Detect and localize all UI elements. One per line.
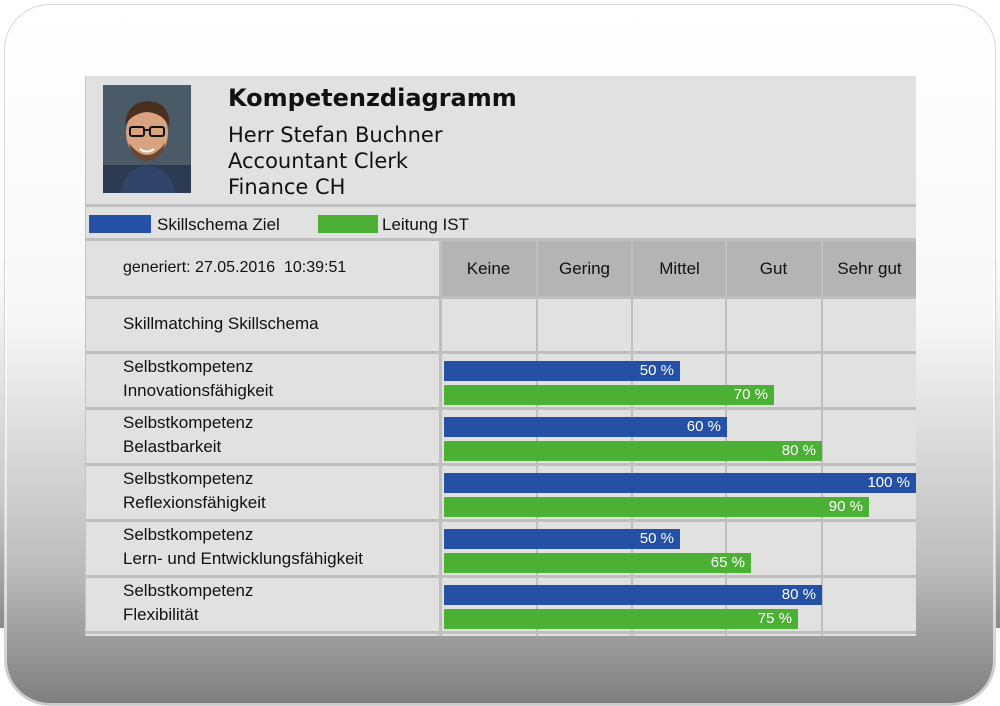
row-label-category: Selbstkompetenz bbox=[123, 469, 254, 488]
profile-photo bbox=[103, 85, 191, 193]
scale-header bbox=[441, 241, 916, 297]
grid-line bbox=[439, 241, 442, 636]
row-label: Selbstkompetenz Belastbarkeit bbox=[123, 411, 253, 459]
divider bbox=[86, 631, 916, 634]
person-role: Accountant Clerk bbox=[228, 149, 409, 173]
row-label: Selbstkompetenz Innovationsfähigkeit bbox=[123, 355, 273, 403]
bar-value-label: 75 % bbox=[757, 610, 792, 627]
bar-value-label: 100 % bbox=[867, 474, 910, 491]
bar-value-label: 65 % bbox=[710, 554, 745, 571]
divider bbox=[86, 463, 916, 466]
grid-line bbox=[821, 241, 823, 636]
legend-swatch-ist bbox=[318, 215, 378, 233]
row-label-skill: Belastbarkeit bbox=[123, 437, 222, 456]
row-label-category: Selbstkompetenz bbox=[123, 357, 254, 376]
legend-swatch-ziel bbox=[89, 215, 151, 233]
row-label-skill: Innovationsfähigkeit bbox=[123, 381, 274, 400]
grid-line bbox=[536, 241, 538, 636]
grid-line bbox=[725, 241, 727, 636]
scale-label-gering: Gering bbox=[558, 259, 611, 278]
legend-label-ist: Leitung IST bbox=[382, 215, 469, 234]
scale-label-gut: Gut bbox=[759, 259, 788, 278]
row-label: Selbstkompetenz Lern- und Entwicklungsfäh… bbox=[123, 523, 363, 571]
scale-label-sehr-gut: Sehr gut bbox=[837, 259, 902, 278]
row-label-category: Selbstkompetenz bbox=[123, 525, 254, 544]
row-label: Selbstkompetenz Flexibilität bbox=[123, 579, 253, 627]
scale-label-keine: Keine bbox=[466, 259, 511, 278]
bar-ist: 70 % bbox=[444, 385, 774, 405]
bar-value-label: 90 % bbox=[828, 498, 863, 515]
bar-value-label: 70 % bbox=[733, 386, 768, 403]
row-label: Selbstkompetenz Reflexionsfähigkeit bbox=[123, 467, 266, 515]
legend-label-ziel: Skillschema Ziel bbox=[157, 215, 280, 234]
divider bbox=[86, 407, 916, 410]
bar-ziel: 50 % bbox=[444, 529, 680, 549]
divider bbox=[86, 204, 916, 207]
bar-ziel: 80 % bbox=[444, 585, 822, 605]
bar-ist: 80 % bbox=[444, 441, 822, 461]
row-label-category: Selbstkompetenz bbox=[123, 581, 254, 600]
row-label-skill: Lern- und Entwicklungsfähigkeit bbox=[123, 549, 364, 568]
bar-value-label: 50 % bbox=[639, 530, 674, 547]
bar-value-label: 50 % bbox=[639, 362, 674, 379]
row-label-skill: Reflexionsfähigkeit bbox=[123, 493, 266, 512]
bar-ziel: 50 % bbox=[444, 361, 680, 381]
page-title: Kompetenzdiagramm bbox=[228, 84, 517, 112]
bar-value-label: 80 % bbox=[781, 442, 816, 459]
bar-ist: 75 % bbox=[444, 609, 798, 629]
bar-value-label: 80 % bbox=[781, 586, 816, 603]
divider bbox=[86, 575, 916, 578]
divider bbox=[86, 351, 916, 354]
bar-ziel: 60 % bbox=[444, 417, 727, 437]
bar-ziel: 100 % bbox=[444, 473, 916, 493]
scale-label-mittel: Mittel bbox=[659, 259, 700, 278]
person-department: Finance CH bbox=[228, 175, 346, 199]
bar-value-label: 60 % bbox=[686, 418, 721, 435]
generated-timestamp: generiert: 27.05.2016 10:39:51 bbox=[123, 259, 347, 276]
section-label: Skillmatching Skillschema bbox=[123, 314, 319, 333]
divider bbox=[86, 296, 916, 299]
bar-ist: 90 % bbox=[444, 497, 869, 517]
person-name: Herr Stefan Buchner bbox=[228, 123, 443, 147]
row-label-category: Selbstkompetenz bbox=[123, 413, 254, 432]
divider bbox=[86, 238, 916, 241]
divider bbox=[86, 519, 916, 522]
competence-report: Kompetenzdiagramm Herr Stefan Buchner Ac… bbox=[85, 76, 916, 636]
grid-line bbox=[631, 241, 633, 636]
row-label-skill: Flexibilität bbox=[123, 605, 199, 624]
bar-ist: 65 % bbox=[444, 553, 751, 573]
